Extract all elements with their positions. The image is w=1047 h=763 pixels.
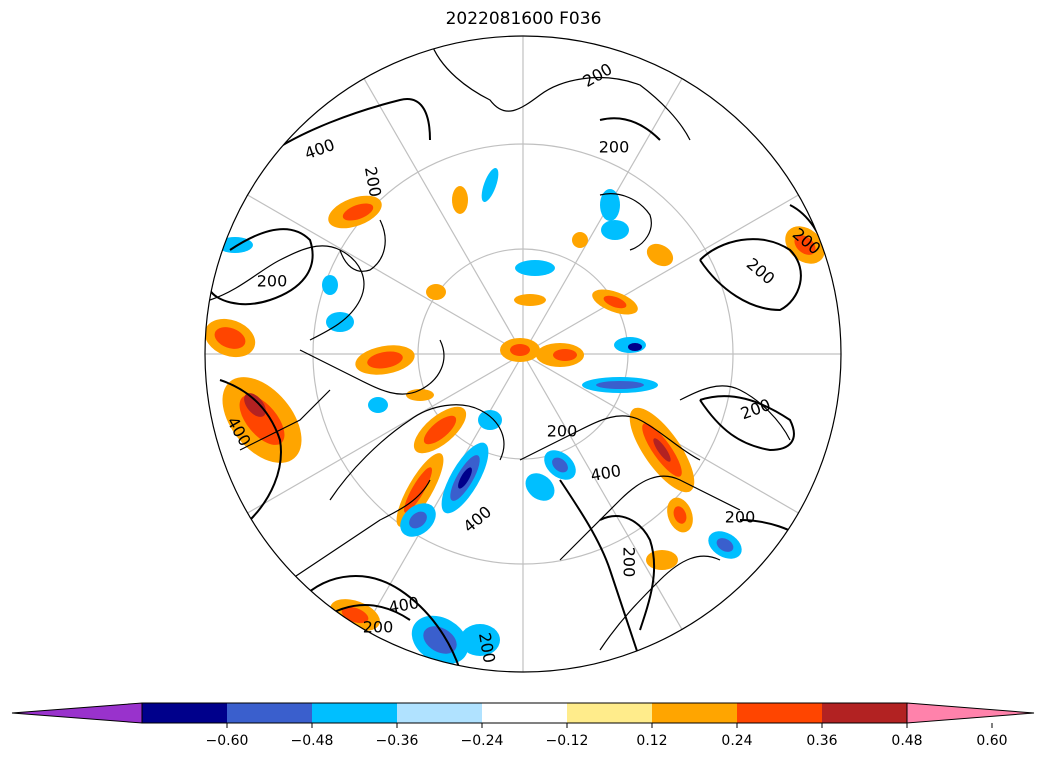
anomaly-patch — [368, 397, 388, 413]
anomaly-patch — [716, 538, 734, 552]
colorbar-extend-high — [906, 702, 1035, 724]
colorbar-tick-label: 0.60 — [976, 733, 1007, 749]
anomaly-patch — [458, 467, 472, 489]
colorbar-tick-label: −0.36 — [376, 733, 419, 749]
meridian-line — [247, 194, 524, 355]
height-contour — [699, 238, 802, 312]
anomaly-patch — [653, 438, 671, 462]
anomaly-patch — [342, 203, 374, 221]
colorbar-tick-label: 0.24 — [721, 733, 752, 749]
height-contour — [299, 575, 461, 671]
anomaly-patch — [409, 511, 427, 529]
shaded-anomaly-layer — [205, 167, 825, 665]
anomaly-patch — [452, 186, 468, 214]
colorbar-tick-label: 0.48 — [891, 733, 922, 749]
coastline — [209, 245, 365, 341]
colorbar-tick-label: 0.36 — [806, 733, 837, 749]
anomaly-patch — [514, 294, 546, 306]
anomaly-patch — [646, 243, 674, 267]
anomaly-patch — [794, 235, 816, 255]
colorbar-tick-label: −0.24 — [461, 733, 504, 749]
contour-label: 200 — [599, 138, 630, 157]
anomaly-patch — [341, 606, 369, 624]
contour-label: 200 — [620, 547, 639, 578]
anomaly-patch — [460, 624, 500, 656]
colorbar-extend-low — [11, 702, 143, 724]
colorbar-tick-label: 0.12 — [636, 733, 667, 749]
meridian-line — [522, 353, 683, 630]
anomaly-patch — [603, 295, 627, 309]
height-contour — [259, 98, 431, 161]
height-contour — [699, 395, 795, 452]
meridian-line — [363, 78, 524, 355]
colorbar-swatch — [227, 703, 312, 723]
coastline — [599, 193, 652, 251]
anomaly-patch — [510, 344, 530, 356]
coastline — [599, 555, 721, 651]
anomaly-patch — [423, 415, 457, 445]
colorbar-frame — [141, 702, 908, 724]
anomaly-patch — [601, 220, 629, 240]
colorbar-swatch — [482, 703, 567, 723]
coastline — [239, 389, 331, 451]
anomaly-patch — [515, 260, 555, 276]
coastline — [429, 39, 691, 141]
colorbar-swatch — [822, 703, 907, 723]
coastline-layer — [209, 39, 791, 651]
colorbar-swatch — [312, 703, 397, 723]
contour-label: 200 — [725, 508, 756, 527]
anomaly-patch — [423, 626, 457, 654]
height-contour — [599, 515, 656, 631]
colorbar-swatch — [567, 703, 652, 723]
anomaly-patch — [572, 232, 588, 248]
anomaly-patch — [367, 351, 403, 369]
contour-label: 200 — [363, 618, 394, 637]
figure-title: 2022081600 F036 — [445, 9, 602, 29]
anomaly-patch — [552, 457, 568, 473]
map-boundary — [204, 35, 842, 673]
coastline — [519, 415, 701, 461]
contour-label: 200 — [547, 422, 578, 441]
anomaly-patch — [628, 343, 642, 351]
contour-label: 200 — [257, 272, 288, 291]
anomaly-patch — [673, 506, 687, 524]
colorbar-swatch — [397, 703, 482, 723]
height-contour — [209, 228, 314, 306]
coastline — [339, 219, 386, 272]
anomaly-patch — [322, 275, 338, 295]
coastline — [679, 385, 791, 441]
colorbar-swatch — [652, 703, 737, 723]
meridian-line — [522, 78, 683, 355]
colorbar-swatch — [737, 703, 822, 723]
height-contour — [559, 479, 641, 661]
anomaly-patch — [525, 473, 555, 501]
colorbar-tick-label: −0.60 — [206, 733, 249, 749]
coastline — [329, 404, 505, 501]
coastline — [559, 475, 741, 561]
anomaly-patch — [481, 167, 499, 203]
anomaly-patch — [478, 410, 502, 430]
colorbar-swatch — [142, 703, 227, 723]
meridian-line — [247, 353, 524, 514]
anomaly-patch — [553, 349, 577, 361]
anomaly-patch — [244, 393, 266, 417]
coastline — [289, 479, 431, 581]
colorbar-tick-label: −0.12 — [546, 733, 589, 749]
anomaly-patch — [406, 389, 434, 401]
coastline — [299, 339, 445, 395]
colorbar-tick-label: −0.48 — [291, 733, 334, 749]
anomaly-patch — [596, 381, 644, 389]
anomaly-patch — [600, 189, 620, 221]
meridian-line — [522, 194, 799, 355]
height-contour — [599, 117, 661, 141]
anomaly-patch — [214, 327, 246, 349]
anomaly-patch — [426, 284, 446, 300]
height-contour — [219, 379, 282, 521]
